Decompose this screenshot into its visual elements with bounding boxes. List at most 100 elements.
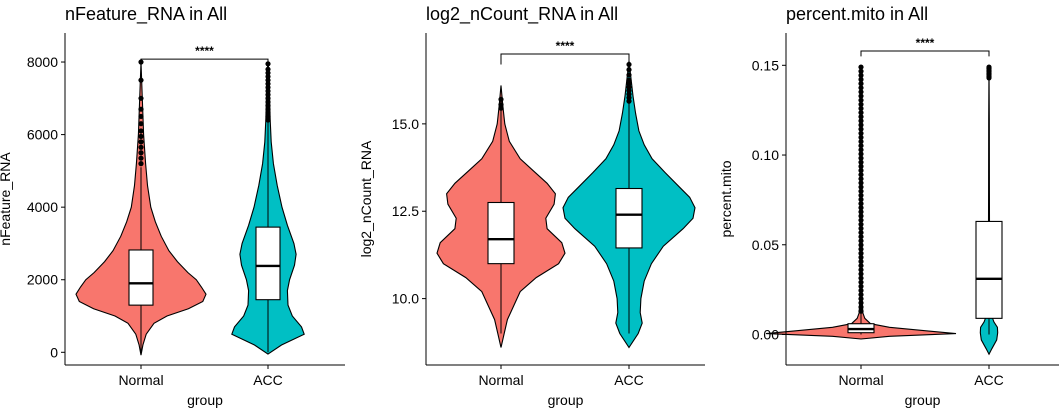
outlier-point <box>626 77 632 83</box>
outlier-point <box>858 221 864 227</box>
outlier-point <box>858 184 864 190</box>
box-acc <box>615 187 643 249</box>
outlier-point <box>858 300 864 306</box>
outlier-point <box>138 128 144 134</box>
y-tick-label: 4000 <box>27 199 58 215</box>
outlier-point <box>858 114 864 120</box>
outlier-point <box>858 147 864 153</box>
outlier-point <box>858 118 864 124</box>
outlier-point <box>265 106 271 112</box>
panel-title: nFeature_RNA in All <box>65 4 227 25</box>
outlier-point <box>858 308 864 314</box>
outlier-point <box>858 296 864 302</box>
outlier-point <box>265 73 271 80</box>
y-tick-label: 6000 <box>27 127 58 143</box>
outlier-point <box>858 176 864 182</box>
outlier-point <box>265 113 271 120</box>
outlier-point <box>265 84 271 91</box>
outlier-point <box>858 64 864 70</box>
outlier-point <box>858 254 864 260</box>
y-tick-label: 0.05 <box>752 237 779 253</box>
outlier-point <box>858 287 864 294</box>
outlier-point <box>265 117 271 123</box>
outlier-point <box>138 95 144 101</box>
y-tick-label: 0 <box>50 344 58 360</box>
outlier-point <box>626 67 632 73</box>
outlier-point <box>138 144 144 150</box>
outlier-point <box>138 77 144 83</box>
outlier-point <box>265 99 271 105</box>
outlier-point <box>858 283 864 289</box>
outlier-point <box>858 188 864 194</box>
panel-title: percent.mito in All <box>786 4 928 24</box>
outlier-point <box>138 155 144 161</box>
outlier-point <box>265 102 271 109</box>
outlier-point <box>265 77 271 83</box>
outlier-point <box>858 122 864 128</box>
x-tick-label: ACC <box>974 372 1004 388</box>
y-tick-label: 0.00 <box>752 326 779 342</box>
outlier-point <box>858 217 864 223</box>
outlier-point <box>858 267 864 273</box>
x-axis-label: group <box>548 392 584 408</box>
y-tick-label: 0.10 <box>752 147 779 163</box>
x-axis-label: group <box>187 392 223 408</box>
outlier-point <box>858 250 864 256</box>
outlier-point <box>858 279 864 285</box>
y-tick-label: 8000 <box>27 54 58 70</box>
box-normal <box>128 249 154 306</box>
outlier-point <box>265 70 271 76</box>
outlier-point <box>498 102 504 108</box>
outlier-point <box>138 133 144 140</box>
outlier-point <box>138 106 144 112</box>
chart-panel-2: 10.0 12.5 15.0 Normal ACC group log2_nCount_RN… <box>358 4 705 408</box>
outlier-point <box>858 172 864 178</box>
outlier-point <box>858 234 864 240</box>
outlier-point <box>858 238 864 244</box>
outlier-point <box>858 105 864 112</box>
chart-panel-1: 0 2000 4000 6000 8000 Normal ACC group nFeature_… <box>0 4 345 408</box>
outlier-point <box>858 134 864 141</box>
outlier-point <box>858 89 864 95</box>
outlier-point <box>858 292 864 298</box>
outlier-point <box>858 225 864 232</box>
outlier-point <box>858 76 864 83</box>
x-tick-label: ACC <box>614 372 644 388</box>
outlier-point <box>858 163 864 169</box>
outlier-point <box>498 96 504 102</box>
chart-panel-3: 0.00 0.05 0.10 0.15 Normal ACC group percent.mi… <box>718 4 1059 408</box>
x-axis-label: group <box>905 392 941 408</box>
significance-bracket <box>500 53 630 65</box>
significance-label: **** <box>195 44 214 58</box>
outlier-point <box>858 196 864 203</box>
outlier-point <box>858 213 864 219</box>
outlier-point <box>138 161 144 167</box>
significance-label: **** <box>556 39 575 53</box>
outlier-point <box>858 271 864 277</box>
box-acc <box>255 226 281 301</box>
outlier-point <box>858 68 864 74</box>
outlier-point <box>858 101 864 107</box>
outlier-point <box>265 92 271 98</box>
outlier-point <box>858 229 864 236</box>
outlier-point <box>858 180 864 186</box>
y-tick-label: 2000 <box>27 272 58 288</box>
y-tick-label: 15.0 <box>392 116 419 132</box>
y-axis-label: nFeature_RNA <box>0 152 13 246</box>
outlier-point <box>138 139 144 145</box>
outlier-point <box>858 209 864 215</box>
outlier-point <box>858 167 864 174</box>
outlier-point <box>858 93 864 99</box>
outlier-point <box>858 155 864 161</box>
outlier-point <box>858 205 864 211</box>
outlier-point <box>858 242 864 248</box>
y-tick-label: 10.0 <box>392 291 419 307</box>
outlier-point <box>858 85 864 91</box>
outlier-point <box>858 130 864 136</box>
outlier-point <box>265 88 271 94</box>
outlier-point <box>858 110 864 116</box>
outlier-point <box>858 263 864 269</box>
y-axis-label: log2_nCount_RNA <box>358 140 374 257</box>
y-tick-label: 0.15 <box>752 57 779 73</box>
